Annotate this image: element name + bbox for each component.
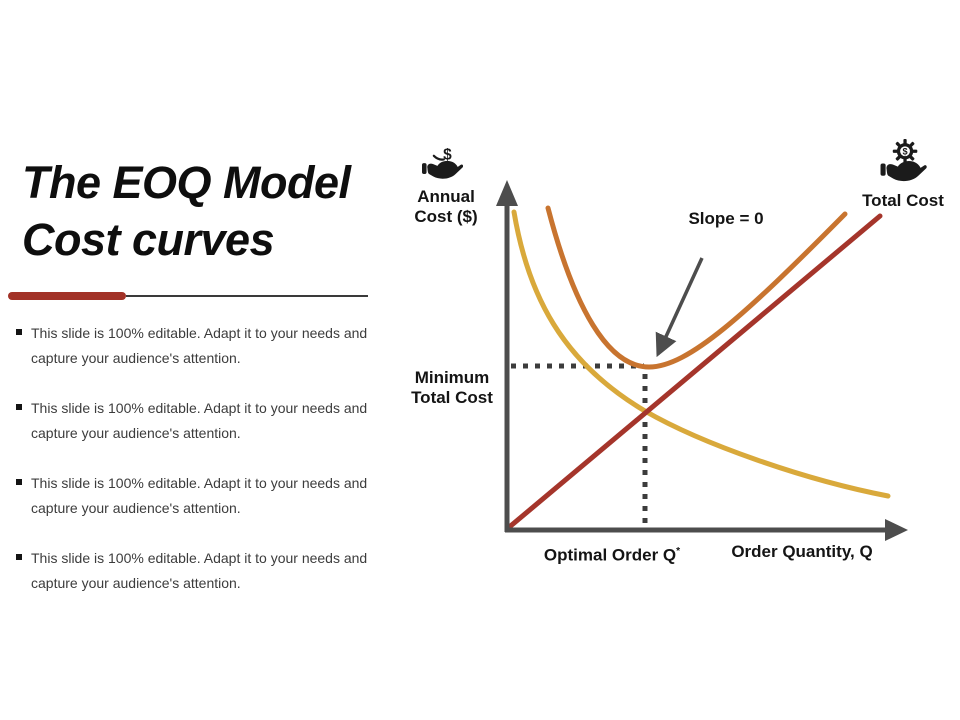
title-divider (8, 292, 368, 300)
slide-title: The EOQ Model Cost curves (22, 157, 351, 265)
total-cost-label: Total Cost (862, 191, 944, 210)
x-axis-arrowhead (885, 519, 908, 541)
optimal-order-text: Optimal Order Q (543, 545, 677, 565)
total-cost-curve (545, 205, 848, 370)
y-axis-label: Annual Cost ($) (414, 187, 478, 226)
hand-holding-dollar-gear-icon: $ (880, 139, 927, 182)
bullet-text: This slide is 100% editable. Adapt it to… (31, 550, 368, 591)
x-axis-label: Order Quantity, Q (731, 542, 873, 561)
bullet-item: This slide is 100% editable. Adapt it to… (16, 321, 368, 371)
bullet-square-icon (16, 404, 22, 410)
divider-thin-line (126, 295, 368, 297)
bullet-item: This slide is 100% editable. Adapt it to… (16, 546, 368, 596)
bullet-text: This slide is 100% editable. Adapt it to… (31, 325, 368, 366)
eoq-cost-curves-chart: $ $ Annual Cost ($) (400, 130, 960, 590)
optimal-order-asterisk: * (676, 546, 681, 557)
bullet-text: This slide is 100% editable. Adapt it to… (31, 475, 368, 516)
svg-text:$: $ (443, 146, 452, 163)
minimum-total-cost-label: Minimum Total Cost (411, 368, 493, 407)
bullet-item: This slide is 100% editable. Adapt it to… (16, 396, 368, 446)
chart-canvas (496, 180, 908, 541)
slope-annotation-label: Slope = 0 (688, 209, 764, 228)
divider-accent-bar (8, 292, 126, 300)
hand-receiving-dollar-icon: $ (422, 146, 463, 179)
bullet-item: This slide is 100% editable. Adapt it to… (16, 471, 368, 521)
bullet-list: This slide is 100% editable. Adapt it to… (16, 321, 368, 621)
slope-annotation-arrow (655, 257, 704, 358)
svg-text:$: $ (902, 147, 907, 157)
bullet-text: This slide is 100% editable. Adapt it to… (31, 400, 368, 441)
optimal-order-label: Optimal Order Q* (512, 542, 712, 566)
bullet-square-icon (16, 554, 22, 560)
bullet-square-icon (16, 479, 22, 485)
bullet-square-icon (16, 329, 22, 335)
y-axis-arrowhead (496, 180, 518, 206)
carrying-cost-line (504, 213, 883, 532)
